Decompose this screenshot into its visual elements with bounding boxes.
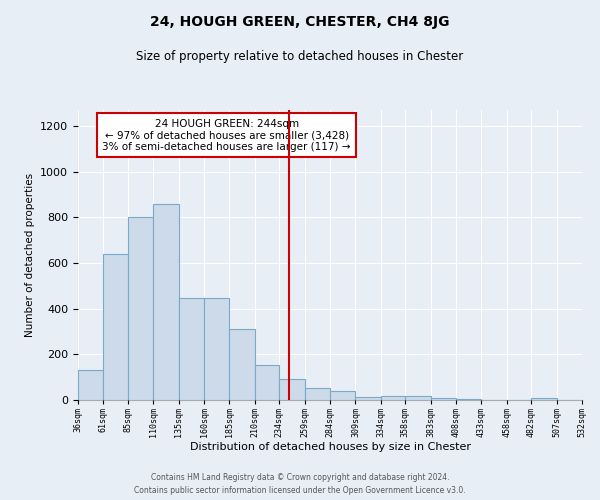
- Bar: [456, 399, 481, 400]
- Bar: [128, 218, 153, 400]
- Bar: [179, 298, 204, 400]
- Bar: [229, 329, 255, 400]
- Bar: [381, 396, 405, 400]
- Bar: [255, 364, 279, 400]
- X-axis label: Distribution of detached houses by size in Chester: Distribution of detached houses by size …: [190, 442, 470, 452]
- Text: Contains public sector information licensed under the Open Government Licence v3: Contains public sector information licen…: [134, 486, 466, 495]
- Bar: [330, 392, 355, 400]
- Bar: [405, 396, 431, 400]
- Bar: [78, 370, 103, 400]
- Bar: [431, 398, 456, 400]
- Bar: [103, 254, 128, 400]
- Bar: [531, 398, 557, 400]
- Text: 24 HOUGH GREEN: 244sqm
← 97% of detached houses are smaller (3,428)
3% of semi-d: 24 HOUGH GREEN: 244sqm ← 97% of detached…: [103, 118, 351, 152]
- Text: Contains HM Land Registry data © Crown copyright and database right 2024.: Contains HM Land Registry data © Crown c…: [151, 474, 449, 482]
- Bar: [305, 388, 330, 400]
- Y-axis label: Number of detached properties: Number of detached properties: [25, 173, 35, 337]
- Text: 24, HOUGH GREEN, CHESTER, CH4 8JG: 24, HOUGH GREEN, CHESTER, CH4 8JG: [150, 15, 450, 29]
- Bar: [355, 398, 381, 400]
- Bar: [204, 298, 229, 400]
- Text: Size of property relative to detached houses in Chester: Size of property relative to detached ho…: [136, 50, 464, 63]
- Bar: [279, 380, 305, 400]
- Bar: [153, 204, 179, 400]
